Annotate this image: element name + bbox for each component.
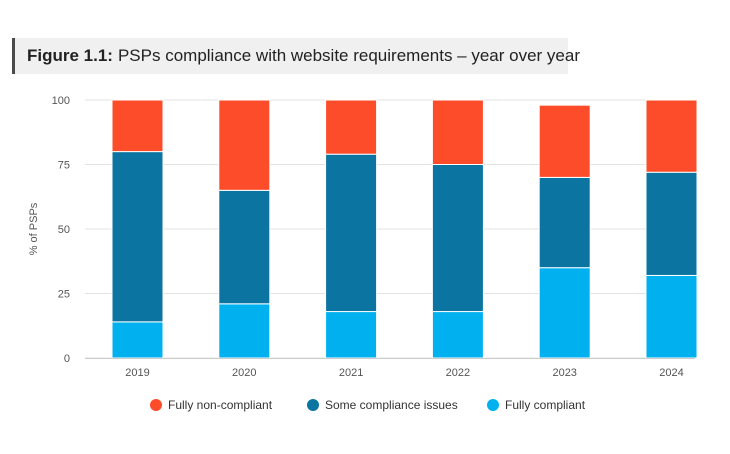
bar-segment-some-compliance-issues [431,164,484,313]
bar-segment-fully-compliant [538,267,591,359]
x-tick-label: 2023 [552,367,576,379]
legend: Fully non-compliant Some compliance issue… [150,398,586,412]
x-tick-label: 2020 [232,367,256,379]
bar-segment-some-compliance-issues [325,153,378,313]
bar-segment-fully-compliant [218,303,271,359]
bar-segment-fully-non-compliant [218,99,271,191]
legend-marker [487,399,499,411]
legend-label: Fully non-compliant [168,398,273,412]
legend-label: Fully compliant [505,398,586,412]
bars [111,99,698,359]
y-tick-label: 100 [52,95,70,107]
bar-segment-some-compliance-issues [645,171,698,276]
legend-marker [150,399,162,411]
bar-segment-some-compliance-issues [538,176,591,269]
legend-label: Some compliance issues [325,398,458,412]
bar-segment-some-compliance-issues [218,189,271,305]
bar-segment-fully-non-compliant [431,99,484,165]
y-axis-title: % of PSPs [28,202,40,255]
bar-segment-fully-non-compliant [645,99,698,173]
bar-segment-fully-compliant [325,311,378,359]
x-tick-label: 2019 [125,367,149,379]
bar-segment-fully-compliant [111,321,164,359]
figure-title: Figure 1.1: PSPs compliance with website… [12,38,580,74]
legend-marker [307,399,319,411]
axes: 0 25 50 75 100 % of PSPs 2019 2020 2021 2022 2023 2… [28,95,695,379]
gridlines [85,99,695,359]
y-tick-label: 0 [64,353,70,365]
x-tick-label: 2021 [339,367,363,379]
bar-segment-fully-compliant [431,311,484,359]
y-tick-label: 75 [58,160,70,172]
bar-segment-fully-non-compliant [111,99,164,153]
bar-segment-fully-non-compliant [325,99,378,155]
x-tick-label: 2022 [446,367,470,379]
figure-title-text: PSPs compliance with website requirement… [117,46,581,65]
figure-number: Figure 1.1: [27,46,113,65]
x-tick-label: 2024 [659,367,683,379]
y-tick-label: 50 [58,224,70,236]
bar-segment-fully-compliant [645,274,698,359]
y-tick-label: 25 [58,289,70,301]
bar-segment-some-compliance-issues [111,151,164,323]
bar-segment-fully-non-compliant [538,104,591,178]
